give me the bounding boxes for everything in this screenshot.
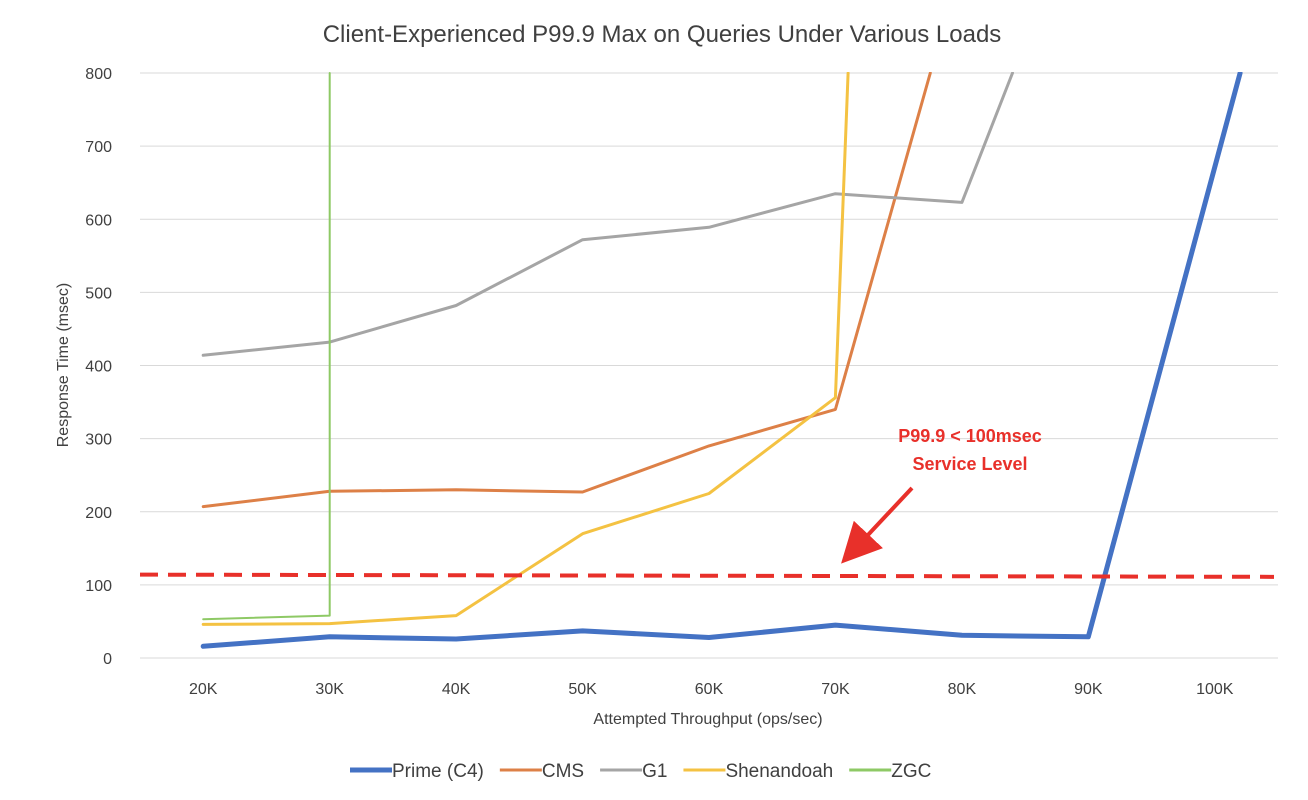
legend-label: ZGC bbox=[891, 761, 931, 782]
annotation-label-line-1: P99.9 < 100msec bbox=[898, 426, 1042, 446]
legend-item: G1 bbox=[600, 761, 667, 782]
legend: Prime (C4) CMS G1 Shenandoah ZGC bbox=[350, 761, 931, 782]
series-line-zgc bbox=[202, 72, 331, 621]
x-axis-title: Attempted Throughput (ops/sec) bbox=[593, 711, 822, 728]
x-tick-label: 90K bbox=[1074, 681, 1103, 698]
legend-item: CMS bbox=[499, 761, 584, 782]
series-line-g1 bbox=[201, 72, 1014, 357]
series-line-shenandoah bbox=[201, 72, 850, 626]
y-tick-label: 800 bbox=[85, 66, 112, 83]
x-tick-label: 50K bbox=[568, 681, 597, 698]
x-axis-ticks: 20K 30K 40K 50K 60K 70K 80K 90K 100K bbox=[189, 681, 1234, 698]
x-tick-label: 30K bbox=[315, 681, 344, 698]
chart-title: Client-Experienced P99.9 Max on Queries … bbox=[323, 21, 1002, 48]
y-axis-title: Response Time (msec) bbox=[55, 283, 72, 448]
y-tick-label: 300 bbox=[85, 432, 112, 449]
x-tick-label: 70K bbox=[821, 681, 850, 698]
service-level-threshold-line bbox=[139, 572, 1275, 579]
legend-item: ZGC bbox=[849, 761, 931, 782]
x-tick-label: 100K bbox=[1196, 681, 1234, 698]
y-tick-label: 600 bbox=[85, 212, 112, 229]
y-tick-label: 0 bbox=[103, 651, 112, 668]
y-tick-label: 200 bbox=[85, 505, 112, 522]
y-tick-label: 100 bbox=[85, 578, 112, 595]
legend-label: Prime (C4) bbox=[392, 761, 484, 782]
x-tick-label: 20K bbox=[189, 681, 218, 698]
legend-item: Prime (C4) bbox=[350, 761, 484, 782]
annotation-arrow bbox=[841, 486, 914, 564]
legend-label: CMS bbox=[542, 761, 584, 782]
annotation-label-line-2: Service Level bbox=[912, 454, 1027, 474]
legend-label: G1 bbox=[642, 761, 667, 782]
y-tick-label: 400 bbox=[85, 359, 112, 376]
x-tick-label: 40K bbox=[442, 681, 471, 698]
x-tick-label: 80K bbox=[948, 681, 977, 698]
y-tick-label: 500 bbox=[85, 285, 112, 302]
legend-label: Shenandoah bbox=[725, 761, 833, 782]
y-axis-ticks: 0 100 200 300 400 500 600 700 800 bbox=[85, 66, 112, 668]
y-tick-label: 700 bbox=[85, 139, 112, 156]
legend-item: Shenandoah bbox=[683, 761, 833, 782]
series-lines bbox=[200, 72, 1243, 649]
x-tick-label: 60K bbox=[695, 681, 724, 698]
series-line-prime-c4 bbox=[200, 72, 1243, 649]
series-line-cms bbox=[201, 72, 932, 509]
